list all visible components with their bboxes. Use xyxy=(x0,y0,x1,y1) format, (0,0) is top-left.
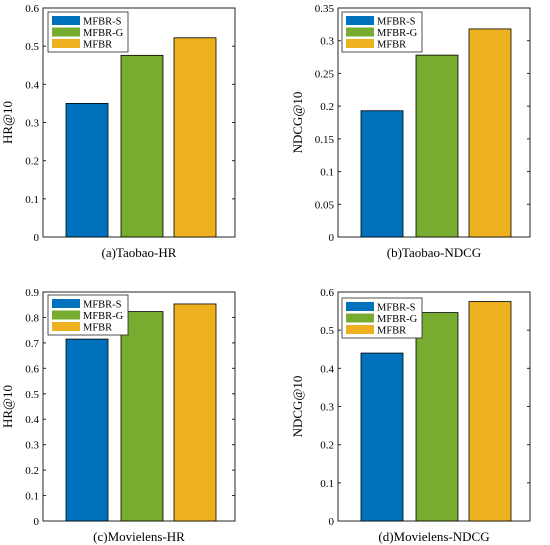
chart-panel-2: 0 0.05 0.1 0.15 0.2 0.25 0.3 0.35 NDCG@10 (b)Taob… xyxy=(290,3,531,260)
y-tick-label: 0.4 xyxy=(25,414,39,426)
y-tick-label: 0.6 xyxy=(25,3,39,15)
legend-label: MFBR-S xyxy=(83,17,122,28)
legend-swatch xyxy=(52,39,80,48)
bar-mfbr-g xyxy=(415,54,459,238)
legend-swatch xyxy=(52,27,80,37)
bar-mfbr-g xyxy=(415,312,459,522)
y-tick-label: 0.2 xyxy=(320,440,334,452)
y-tick-label: 0 xyxy=(329,516,335,528)
legend-label: MFBR-G xyxy=(83,311,124,322)
y-tick-label: 0.3 xyxy=(320,402,334,414)
y-tick-label: 0.15 xyxy=(315,134,335,146)
legend-swatch xyxy=(346,27,374,37)
y-tick-label: 0.5 xyxy=(25,389,39,401)
bar-mfbr xyxy=(173,303,217,522)
legend-swatch xyxy=(346,325,374,334)
x-axis-caption: (d)Movielens-NDCG xyxy=(378,529,489,544)
y-tick-label: 0.6 xyxy=(320,287,334,299)
y-tick-label: 0.6 xyxy=(25,363,39,375)
y-tick-label: 0.4 xyxy=(25,79,39,91)
y-tick-label: 0.05 xyxy=(315,199,335,211)
legend-swatch xyxy=(52,310,80,320)
x-axis-caption: (a)Taobao-HR xyxy=(102,245,177,260)
bar-mfbr-s xyxy=(65,338,109,522)
y-tick-label: 0.2 xyxy=(25,465,39,477)
y-tick-label: 0.35 xyxy=(315,3,335,15)
y-tick-label: 0.1 xyxy=(320,478,334,490)
y-tick-label: 0.1 xyxy=(25,491,39,503)
bar-mfbr-g xyxy=(120,54,164,238)
legend-label: MFBR-G xyxy=(377,28,418,39)
y-tick-label: 0.5 xyxy=(320,325,334,337)
y-tick-label: 0.2 xyxy=(25,156,39,168)
x-axis-caption: (c)Movielens-HR xyxy=(93,529,185,544)
legend-swatch xyxy=(346,313,374,323)
bar-mfbr-s xyxy=(360,352,404,522)
y-axis-label: NDCG@10 xyxy=(290,376,305,438)
y-axis-label: HR@10 xyxy=(0,101,15,144)
legend-label: MFBR-S xyxy=(377,17,416,28)
legend-swatch xyxy=(346,302,374,311)
y-tick-label: 0.4 xyxy=(320,363,334,375)
legend-label: MFBR xyxy=(83,40,112,51)
y-axis-label: HR@10 xyxy=(0,385,15,428)
y-tick-label: 0.7 xyxy=(25,338,39,350)
bar-mfbr-s xyxy=(65,103,109,238)
y-tick-label: 0.2 xyxy=(320,101,334,113)
legend-swatch xyxy=(52,16,80,25)
legend-swatch xyxy=(346,39,374,48)
chart-panel-1: 0 0.1 0.2 0.3 0.4 0.5 0.6 HR@10 (a)Taobao-HR MFBR… xyxy=(0,3,236,260)
y-axis-label: NDCG@10 xyxy=(290,92,305,154)
y-tick-label: 0.3 xyxy=(25,440,39,452)
bar-mfbr xyxy=(468,301,512,522)
chart-panel-4: 0 0.1 0.2 0.3 0.4 0.5 0.6 NDCG@10 (d)Movielens-N… xyxy=(290,287,531,544)
y-tick-label: 0 xyxy=(34,232,40,244)
legend-swatch xyxy=(52,322,80,331)
bar-mfbr xyxy=(468,28,512,238)
y-tick-label: 0 xyxy=(329,232,335,244)
bar-mfbr-s xyxy=(360,110,404,238)
legend-label: MFBR-G xyxy=(83,28,124,39)
x-axis-caption: (b)Taobao-NDCG xyxy=(387,245,481,260)
legend-label: MFBR xyxy=(377,326,406,337)
legend-swatch xyxy=(346,16,374,25)
y-tick-label: 0 xyxy=(34,516,40,528)
legend-label: MFBR-S xyxy=(377,303,416,314)
bar-mfbr-g xyxy=(120,311,164,522)
legend-label: MFBR xyxy=(377,40,406,51)
y-tick-label: 0.1 xyxy=(25,194,39,206)
legend-swatch xyxy=(52,299,80,308)
y-tick-label: 0.8 xyxy=(25,312,39,324)
legend-label: MFBR-G xyxy=(377,314,418,325)
y-tick-label: 0.25 xyxy=(315,68,335,80)
legend-label: MFBR-S xyxy=(83,300,122,311)
legend-label: MFBR xyxy=(83,323,112,334)
bar-mfbr xyxy=(173,37,217,238)
y-tick-label: 0.3 xyxy=(25,118,39,130)
y-tick-label: 0.1 xyxy=(320,167,334,179)
y-tick-label: 0.3 xyxy=(320,36,334,48)
y-tick-label: 0.9 xyxy=(25,287,39,299)
y-tick-label: 0.5 xyxy=(25,41,39,53)
chart-panel-3: 0 0.1 0.2 0.3 0.4 0.5 0.6 0.7 0.8 0.9 HR@10 (c)Movi… xyxy=(0,287,236,544)
